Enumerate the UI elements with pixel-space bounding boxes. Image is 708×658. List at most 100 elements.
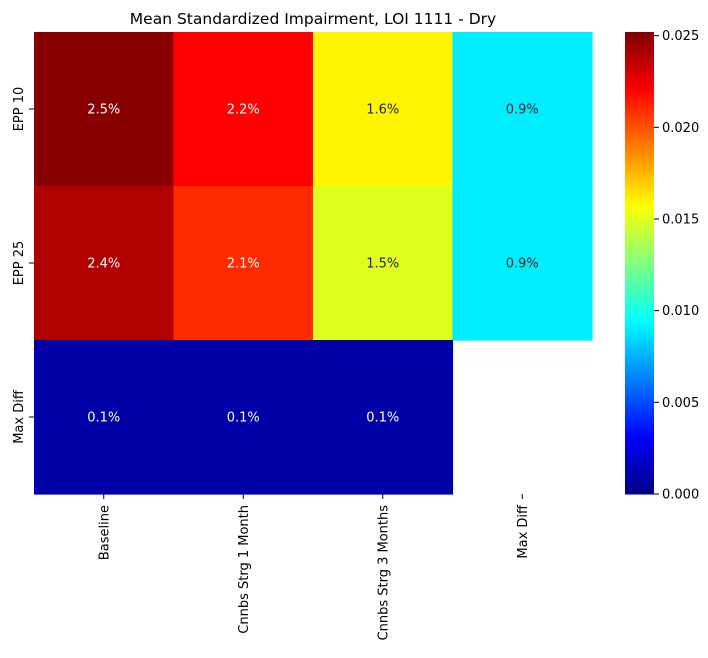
colorbar-segment <box>625 102 654 105</box>
colorbar-segment <box>625 184 654 187</box>
colorbar-segment <box>625 340 654 343</box>
colorbar-tick-label: 0.005 <box>662 396 699 411</box>
colorbar-segment <box>625 436 654 439</box>
heatmap-cell <box>452 32 593 187</box>
cell-label: 0.1% <box>366 411 399 426</box>
colorbar-segment <box>625 128 654 131</box>
colorbar-segment <box>625 72 654 75</box>
colorbar-segment <box>625 144 654 147</box>
colorbar-segment <box>625 158 654 161</box>
colorbar-segment <box>625 382 654 385</box>
colorbar-segment <box>625 354 654 357</box>
colorbar-segment <box>625 142 654 145</box>
heatmap-cell <box>313 340 454 495</box>
colorbar-segment <box>625 54 654 57</box>
colorbar-segment <box>625 486 654 489</box>
colorbar-segment <box>625 424 654 427</box>
colorbar-segment <box>625 76 654 79</box>
colorbar-segment <box>625 278 654 281</box>
colorbar-segment <box>625 412 654 415</box>
colorbar-segment <box>625 202 654 205</box>
colorbar-segment <box>625 146 654 149</box>
colorbar-segment <box>625 234 654 237</box>
colorbar-segment <box>625 154 654 157</box>
colorbar-segment <box>625 248 654 251</box>
colorbar-segment <box>625 492 654 495</box>
colorbar-segment <box>625 272 654 275</box>
colorbar-segment <box>625 224 654 227</box>
colorbar-segment <box>625 328 654 331</box>
colorbar-segment <box>625 62 654 65</box>
colorbar-segment <box>625 264 654 267</box>
colorbar-segment <box>625 300 654 303</box>
colorbar-segment <box>625 378 654 381</box>
colorbar-segment <box>625 56 654 59</box>
colorbar-segment <box>625 362 654 365</box>
colorbar-segment <box>625 346 654 349</box>
colorbar-segment <box>625 118 654 121</box>
cell-label: 0.9% <box>506 103 539 118</box>
colorbar-segment <box>625 86 654 89</box>
colorbar-segment <box>625 250 654 253</box>
colorbar-segment <box>625 236 654 239</box>
heatmap-cell <box>173 186 314 341</box>
colorbar-segment <box>625 336 654 339</box>
colorbar-segment <box>625 116 654 119</box>
colorbar-segment <box>625 464 654 467</box>
colorbar-segment <box>625 66 654 69</box>
heatmap-cells <box>34 32 593 495</box>
colorbar-tick-label: 0.015 <box>662 213 699 228</box>
colorbar-segment <box>625 110 654 113</box>
colorbar-segment <box>625 466 654 469</box>
colorbar-segment <box>625 174 654 177</box>
colorbar-segment <box>625 170 654 173</box>
heatmap-cell <box>34 186 175 341</box>
colorbar-segment <box>625 78 654 81</box>
colorbar-segment <box>625 458 654 461</box>
colorbar-segment <box>625 44 654 47</box>
colorbar-segment <box>625 80 654 83</box>
colorbar-segment <box>625 40 654 43</box>
colorbar-segment <box>625 284 654 287</box>
colorbar-segment <box>625 302 654 305</box>
colorbar-segment <box>625 372 654 375</box>
colorbar-segment <box>625 172 654 175</box>
colorbar-segment <box>625 138 654 141</box>
colorbar-segment <box>625 392 654 395</box>
colorbar-segment <box>625 148 654 151</box>
colorbar-segment <box>625 164 654 167</box>
colorbar-segment <box>625 64 654 67</box>
colorbar-segment <box>625 136 654 139</box>
colorbar-segment <box>625 124 654 127</box>
colorbar-segment <box>625 410 654 413</box>
colorbar-segment <box>625 444 654 447</box>
colorbar-segment <box>625 420 654 423</box>
colorbar-segment <box>625 212 654 215</box>
cell-label: 2.4% <box>87 257 120 272</box>
colorbar-segment <box>625 204 654 207</box>
colorbar-segment <box>625 402 654 405</box>
cell-label: 2.2% <box>227 103 260 118</box>
chart-title: Mean Standardized Impairment, LOI 1111 -… <box>130 10 496 28</box>
colorbar-segment <box>625 286 654 289</box>
colorbar-segment <box>625 112 654 115</box>
colorbar-segment <box>625 334 654 337</box>
colorbar-segment <box>625 380 654 383</box>
colorbar-segment <box>625 318 654 321</box>
colorbar-segment <box>625 246 654 249</box>
cell-label: 1.5% <box>366 257 399 272</box>
colorbar-segment <box>625 256 654 259</box>
y-tick-label: EPP 25 <box>12 241 27 286</box>
colorbar-segment <box>625 126 654 129</box>
colorbar-segment <box>625 238 654 241</box>
colorbar-segment <box>625 240 654 243</box>
colorbar-segment <box>625 270 654 273</box>
colorbar-segment <box>625 384 654 387</box>
colorbar-segment <box>625 342 654 345</box>
colorbar-segment <box>625 418 654 421</box>
colorbar-segment <box>625 42 654 45</box>
colorbar-segment <box>625 446 654 449</box>
x-tick-label: Max Diff <box>516 504 531 559</box>
colorbar-segment <box>625 364 654 367</box>
colorbar-segment <box>625 188 654 191</box>
